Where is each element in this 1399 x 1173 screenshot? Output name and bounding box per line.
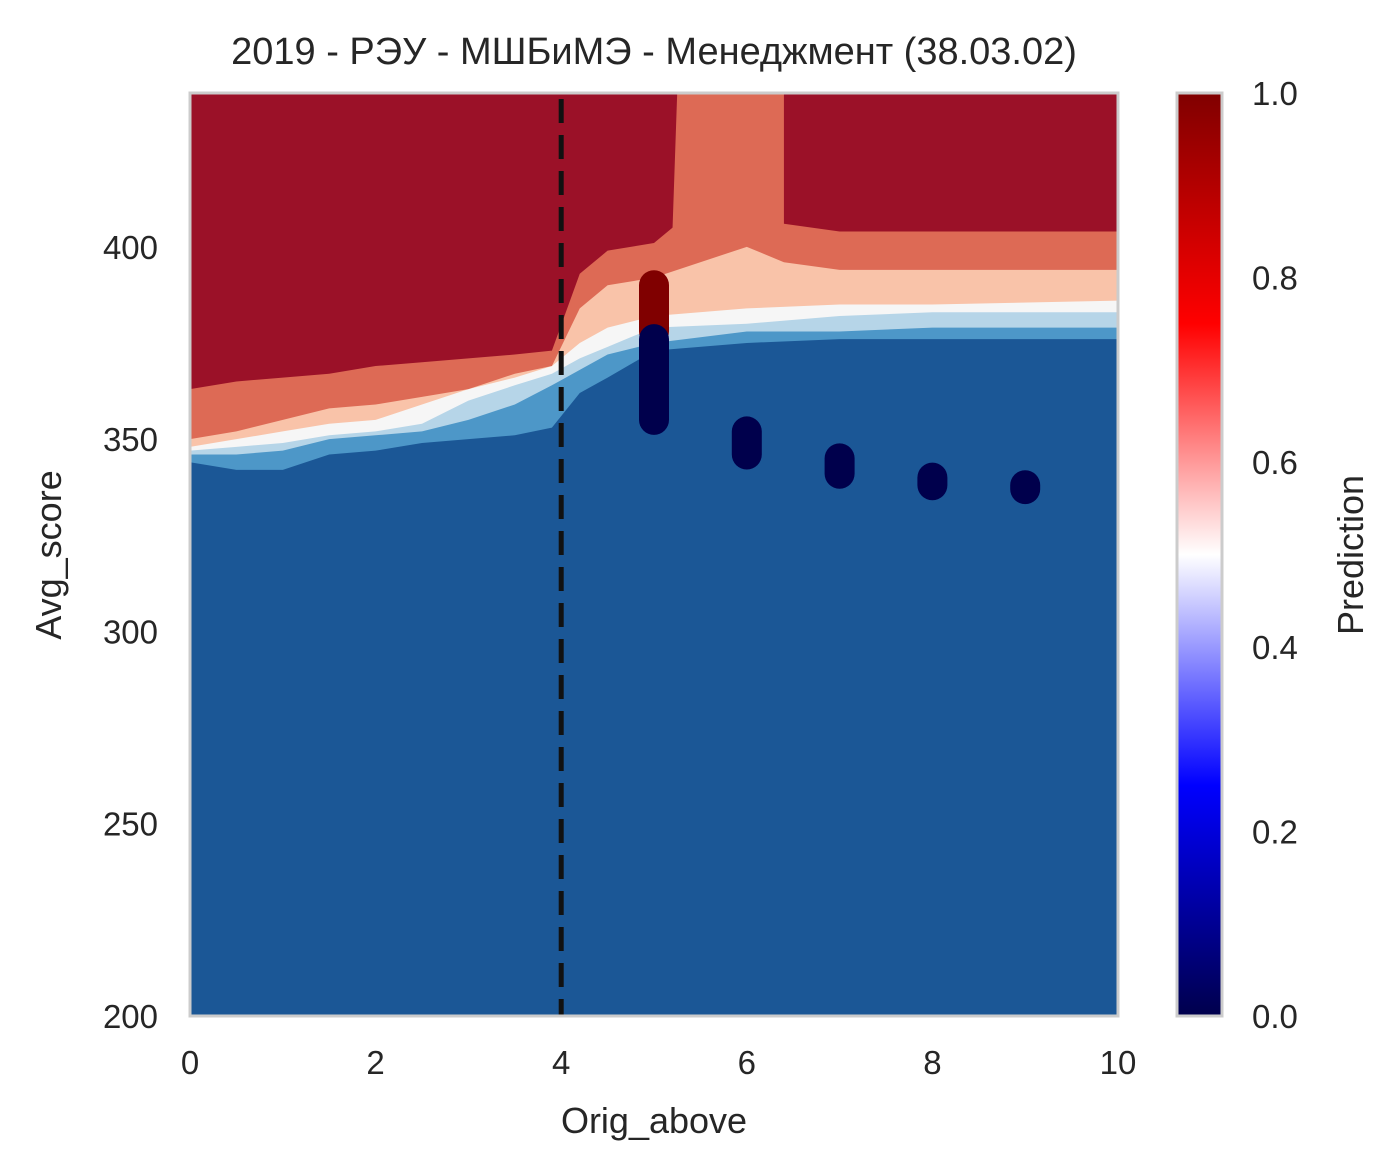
colorbar-label: Prediction (1330, 475, 1371, 635)
contour-band-6 (190, 93, 1118, 390)
x-tick-label: 8 (923, 1044, 941, 1081)
colorbar (1175, 91, 1224, 1018)
chart-title: 2019 - РЭУ - МШБиМЭ - Менеджмент (38.03.… (231, 31, 1077, 73)
y-tick-label: 300 (103, 613, 158, 650)
y-tick-label: 350 (103, 421, 158, 458)
plot-frame (188, 91, 1120, 1018)
y-tick-label: 250 (103, 806, 158, 843)
y-tick-label: 200 (103, 998, 158, 1035)
y-axis-label: Avg_score (28, 470, 69, 639)
x-tick-label: 4 (552, 1044, 570, 1081)
x-axis-label: Orig_above (561, 1100, 747, 1141)
colorbar-tick-label: 0.0 (1252, 998, 1298, 1035)
x-tick-label: 2 (366, 1044, 384, 1081)
colorbar-tick-label: 0.6 (1252, 444, 1298, 481)
colorbar-tick-label: 1.0 (1252, 75, 1298, 112)
x-tick-label: 6 (738, 1044, 756, 1081)
x-tick-label: 0 (181, 1044, 199, 1081)
colorbar-tick-label: 0.4 (1252, 629, 1298, 666)
plot-area (190, 93, 1118, 1016)
x-tick-label: 10 (1100, 1044, 1137, 1081)
y-tick-label: 400 (103, 229, 158, 266)
colorbar-tick-label: 0.8 (1252, 260, 1298, 297)
colorbar-tick-label: 0.2 (1252, 813, 1298, 850)
